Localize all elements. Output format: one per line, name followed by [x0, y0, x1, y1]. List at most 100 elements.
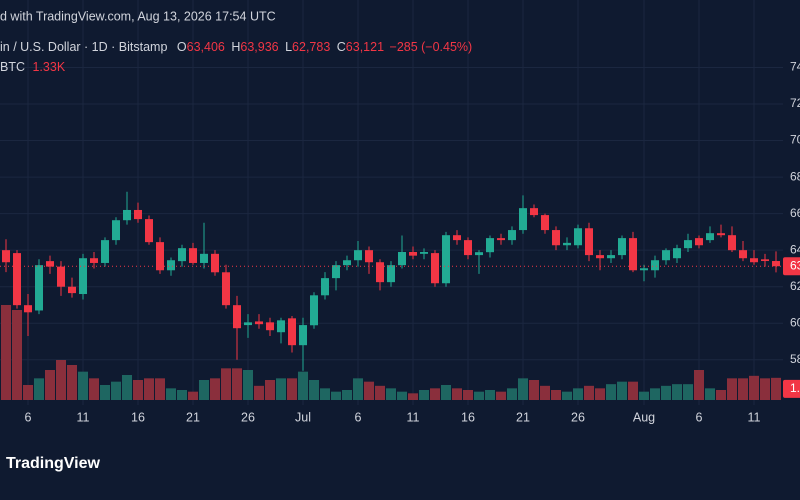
candle-body — [574, 228, 582, 246]
volume-bar — [12, 310, 22, 400]
ohlc-value: 62,783 — [292, 40, 330, 54]
candle-body — [167, 260, 175, 271]
candle-body — [651, 260, 659, 271]
candle-body — [211, 253, 219, 273]
x-tick-label: Aug — [633, 410, 655, 424]
volume-bar — [78, 371, 88, 400]
candle-body — [376, 262, 384, 283]
change: −285 (−0.45%) — [390, 40, 473, 54]
volume-bar — [232, 368, 242, 400]
volume-bar — [199, 380, 209, 400]
last-price-box — [783, 257, 800, 276]
symbol: in / U.S. Dollar · 1D · Bitstamp — [0, 40, 167, 54]
candle-body — [79, 258, 87, 295]
volume-bar — [716, 390, 726, 400]
brand: TradingView — [6, 455, 101, 472]
volume-bar — [485, 390, 495, 400]
candle-body — [486, 238, 494, 253]
volume-bar — [243, 370, 253, 400]
candle-body — [695, 238, 703, 246]
ohlc-value: 63,121 — [346, 40, 384, 54]
candle-body — [255, 321, 263, 325]
volume-bar — [661, 385, 671, 400]
candle-body — [563, 242, 571, 246]
volume-bar — [628, 381, 638, 400]
x-tick-label: 11 — [77, 410, 90, 424]
header: d with TradingView.com, Aug 13, 2026 17:… — [0, 9, 276, 23]
volume-bar — [210, 378, 220, 400]
candle-body — [112, 220, 120, 241]
volume-bar — [463, 390, 473, 400]
volume-bar — [34, 378, 44, 400]
y-tick-label: 70 — [790, 133, 800, 147]
y-tick-label: 66 — [790, 206, 800, 220]
volume-bar — [419, 390, 429, 400]
candle-body — [409, 252, 417, 256]
candle-body — [717, 233, 725, 236]
volume-bar — [430, 388, 440, 400]
candle-body — [343, 260, 351, 266]
volume-bar — [122, 375, 132, 400]
candle-body — [57, 266, 65, 287]
candle-body — [321, 278, 329, 296]
candle-body — [497, 238, 505, 241]
candle-body — [332, 265, 340, 279]
volume-bar — [507, 388, 517, 400]
volume-bar — [265, 380, 275, 400]
candle-body — [508, 230, 516, 241]
x-tick-label: 11 — [748, 410, 761, 424]
volume-bar — [452, 388, 462, 400]
candle-body — [431, 253, 439, 284]
ohlc-key: O — [177, 40, 187, 54]
volume-bar — [353, 378, 363, 400]
volume-bar — [221, 368, 231, 400]
candle-body — [46, 261, 54, 267]
candle-body — [596, 255, 604, 259]
x-tick-label: 26 — [241, 410, 255, 424]
volume-bar — [45, 370, 55, 400]
y-tick-label: 68 — [790, 169, 800, 183]
volume-bar — [639, 391, 649, 400]
volume-bar — [298, 371, 308, 400]
volume-bar — [254, 385, 264, 400]
last-price-label: 63 — [790, 258, 800, 272]
volume-key: BTC — [0, 60, 25, 74]
candle-body — [739, 250, 747, 259]
volume-bar — [320, 388, 330, 400]
last-volume-label: 1. — [790, 381, 800, 395]
volume-bar — [89, 378, 99, 400]
y-tick-label: 72 — [790, 96, 800, 110]
x-tick-label: 6 — [696, 410, 703, 424]
volume-bar — [683, 384, 693, 400]
volume-bar — [408, 393, 418, 400]
candle-body — [277, 320, 285, 333]
candle-body — [101, 240, 109, 263]
candle-body — [662, 250, 670, 261]
volume-bar — [518, 378, 528, 400]
volume-bar — [749, 375, 759, 400]
brand-name: TradingView — [6, 455, 101, 472]
volume-bar — [364, 381, 374, 400]
y-tick-label: 74 — [790, 60, 800, 74]
candle-body — [772, 261, 780, 267]
volume-bar — [100, 385, 110, 400]
candle-body — [365, 250, 373, 263]
candle-body — [442, 235, 450, 284]
volume-bar — [760, 378, 770, 400]
x-tick-label: 16 — [131, 410, 145, 424]
x-tick-label: 6 — [25, 410, 32, 424]
candle-body — [156, 242, 164, 271]
volume-bar — [595, 388, 605, 400]
x-tick-label: 16 — [461, 410, 475, 424]
volume-bar — [67, 365, 77, 400]
candle-body — [68, 286, 76, 294]
candle-body — [24, 305, 32, 313]
candle-body — [618, 238, 626, 256]
volume-bar — [23, 385, 33, 400]
candle-body — [475, 252, 483, 256]
volume-bar — [331, 391, 341, 400]
volume-bar — [111, 381, 121, 400]
candle-body — [200, 253, 208, 263]
candle-body — [90, 258, 98, 263]
